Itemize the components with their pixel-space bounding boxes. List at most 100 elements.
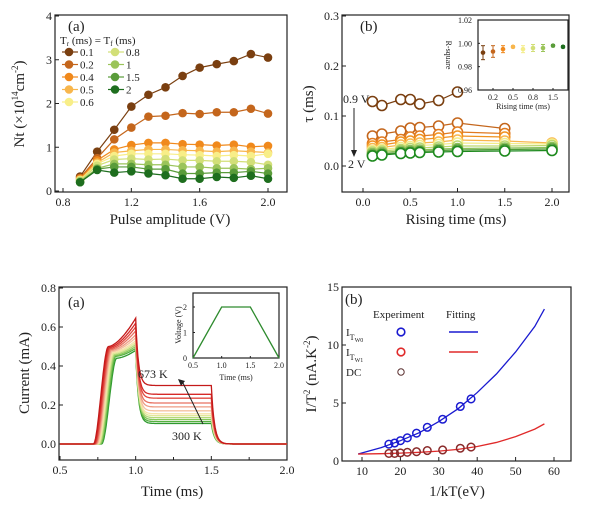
series-0.5: [75, 145, 273, 184]
data-point: [455, 443, 465, 453]
data-point: [366, 150, 379, 162]
legend-marker: [396, 327, 406, 337]
legend-label: 0.8: [126, 47, 140, 59]
legend-marker: [397, 368, 405, 376]
data-point: [404, 93, 417, 106]
data-point: [195, 174, 204, 184]
data-point: [263, 141, 273, 151]
text-part: r: [67, 40, 70, 48]
legend-marker: [396, 347, 406, 357]
data-point: [109, 135, 119, 144]
data-point: [546, 144, 558, 157]
x-tick-label: 0.0: [356, 195, 371, 209]
legend-marker: [110, 72, 120, 82]
voltage-line: [192, 306, 280, 359]
text-part: T: [350, 333, 355, 342]
data-point: [413, 146, 426, 159]
inset-y-axis-title: R-square: [444, 41, 453, 70]
data-point: [455, 401, 465, 412]
inset-background: [478, 20, 568, 90]
data-point: [178, 174, 187, 184]
data-point: [390, 448, 400, 459]
y-tick-label: 4: [46, 9, 52, 23]
data-point: [212, 59, 222, 69]
legend-row-label: DC: [346, 367, 361, 379]
text-part: T: [350, 353, 355, 362]
data-point: [376, 99, 388, 112]
y-tick-label: 0: [333, 454, 339, 468]
data-point: [480, 50, 486, 55]
x-tick-label: 1.2: [124, 195, 139, 209]
data-point: [394, 147, 407, 160]
data-point: [411, 428, 422, 438]
y-tick-label: 0.4: [41, 359, 56, 373]
inset-y-tick-label: 0: [183, 354, 187, 363]
text-part: DC: [346, 367, 361, 379]
y-tick-label: 10: [327, 338, 339, 352]
data-point: [229, 150, 239, 160]
data-point: [212, 172, 222, 182]
plot-frame: [341, 286, 572, 462]
legend-marker: [110, 60, 120, 69]
data-point: [92, 147, 102, 156]
legend-label: 0.2: [80, 60, 94, 72]
data-point: [212, 141, 222, 150]
arrow-head-icon: [178, 379, 185, 386]
inset-y-tick-label: 0.96: [458, 86, 472, 95]
data-point: [530, 45, 536, 51]
x-tick-label: 1.6: [192, 195, 207, 209]
legend-label: 1.5: [126, 72, 140, 84]
data-point: [178, 162, 187, 172]
data-point: [263, 149, 273, 159]
inset-x-axis-title: Rising time (ms): [496, 102, 550, 111]
series-0.8: [75, 154, 273, 185]
text-part: 14: [10, 91, 20, 101]
y-tick-label: 0.8: [41, 281, 56, 295]
x-tick-label: 0.5: [403, 195, 418, 209]
inset-y-axis-title: Voltage (V): [174, 306, 183, 344]
data-point: [402, 433, 412, 443]
inset-x-axis-title: Time (ms): [219, 373, 253, 382]
text-part: I: [346, 347, 350, 359]
data-point: [490, 49, 496, 54]
y-tick-label: 0.0: [41, 437, 56, 451]
data-point: [92, 165, 102, 175]
inset-point-0.2: [490, 45, 496, 58]
data-point: [451, 86, 464, 98]
inset-plot-frame: [477, 19, 569, 91]
arrow-head-icon: [351, 150, 357, 157]
data-point: [127, 167, 136, 176]
data-point: [438, 445, 448, 455]
inset-r-square: 0.2 0.5 0.8 1.5 0.96 0.98 1.00 1.02 Rising time …: [444, 16, 569, 111]
data-point: [466, 394, 476, 404]
y-axis-title: Current (mA): [17, 332, 33, 414]
data-point: [109, 125, 119, 135]
trace-673K: [60, 316, 287, 445]
inset-point-0.6: [520, 45, 526, 54]
data-point: [178, 108, 187, 118]
data-point: [195, 156, 204, 165]
x-axis-title: Rising time (ms): [406, 212, 507, 228]
legend-marker: [64, 97, 74, 107]
legend-row-label: ITW0: [346, 327, 363, 344]
data-point: [263, 53, 273, 62]
x-axis-title: Time (ms): [141, 484, 203, 500]
panel-label: (b): [345, 292, 363, 308]
data-point: [510, 44, 516, 50]
data-point: [127, 123, 136, 132]
data-point: [246, 157, 256, 167]
inset-y-tick-label: 1.00: [458, 39, 472, 48]
legend-marker: [64, 72, 74, 82]
data-point: [366, 95, 379, 108]
inset-x-tick-label: 1.5: [548, 93, 558, 102]
data-point: [498, 145, 511, 157]
data-point: [500, 46, 506, 52]
data-point: [432, 146, 445, 158]
series-1: [75, 159, 273, 186]
x-tick-label: 1.5: [204, 463, 219, 477]
text-part: T: [60, 35, 67, 47]
data-point: [229, 156, 239, 166]
panel-label: (b): [360, 19, 378, 35]
x-axis-title: 1/kT(eV): [429, 484, 485, 500]
